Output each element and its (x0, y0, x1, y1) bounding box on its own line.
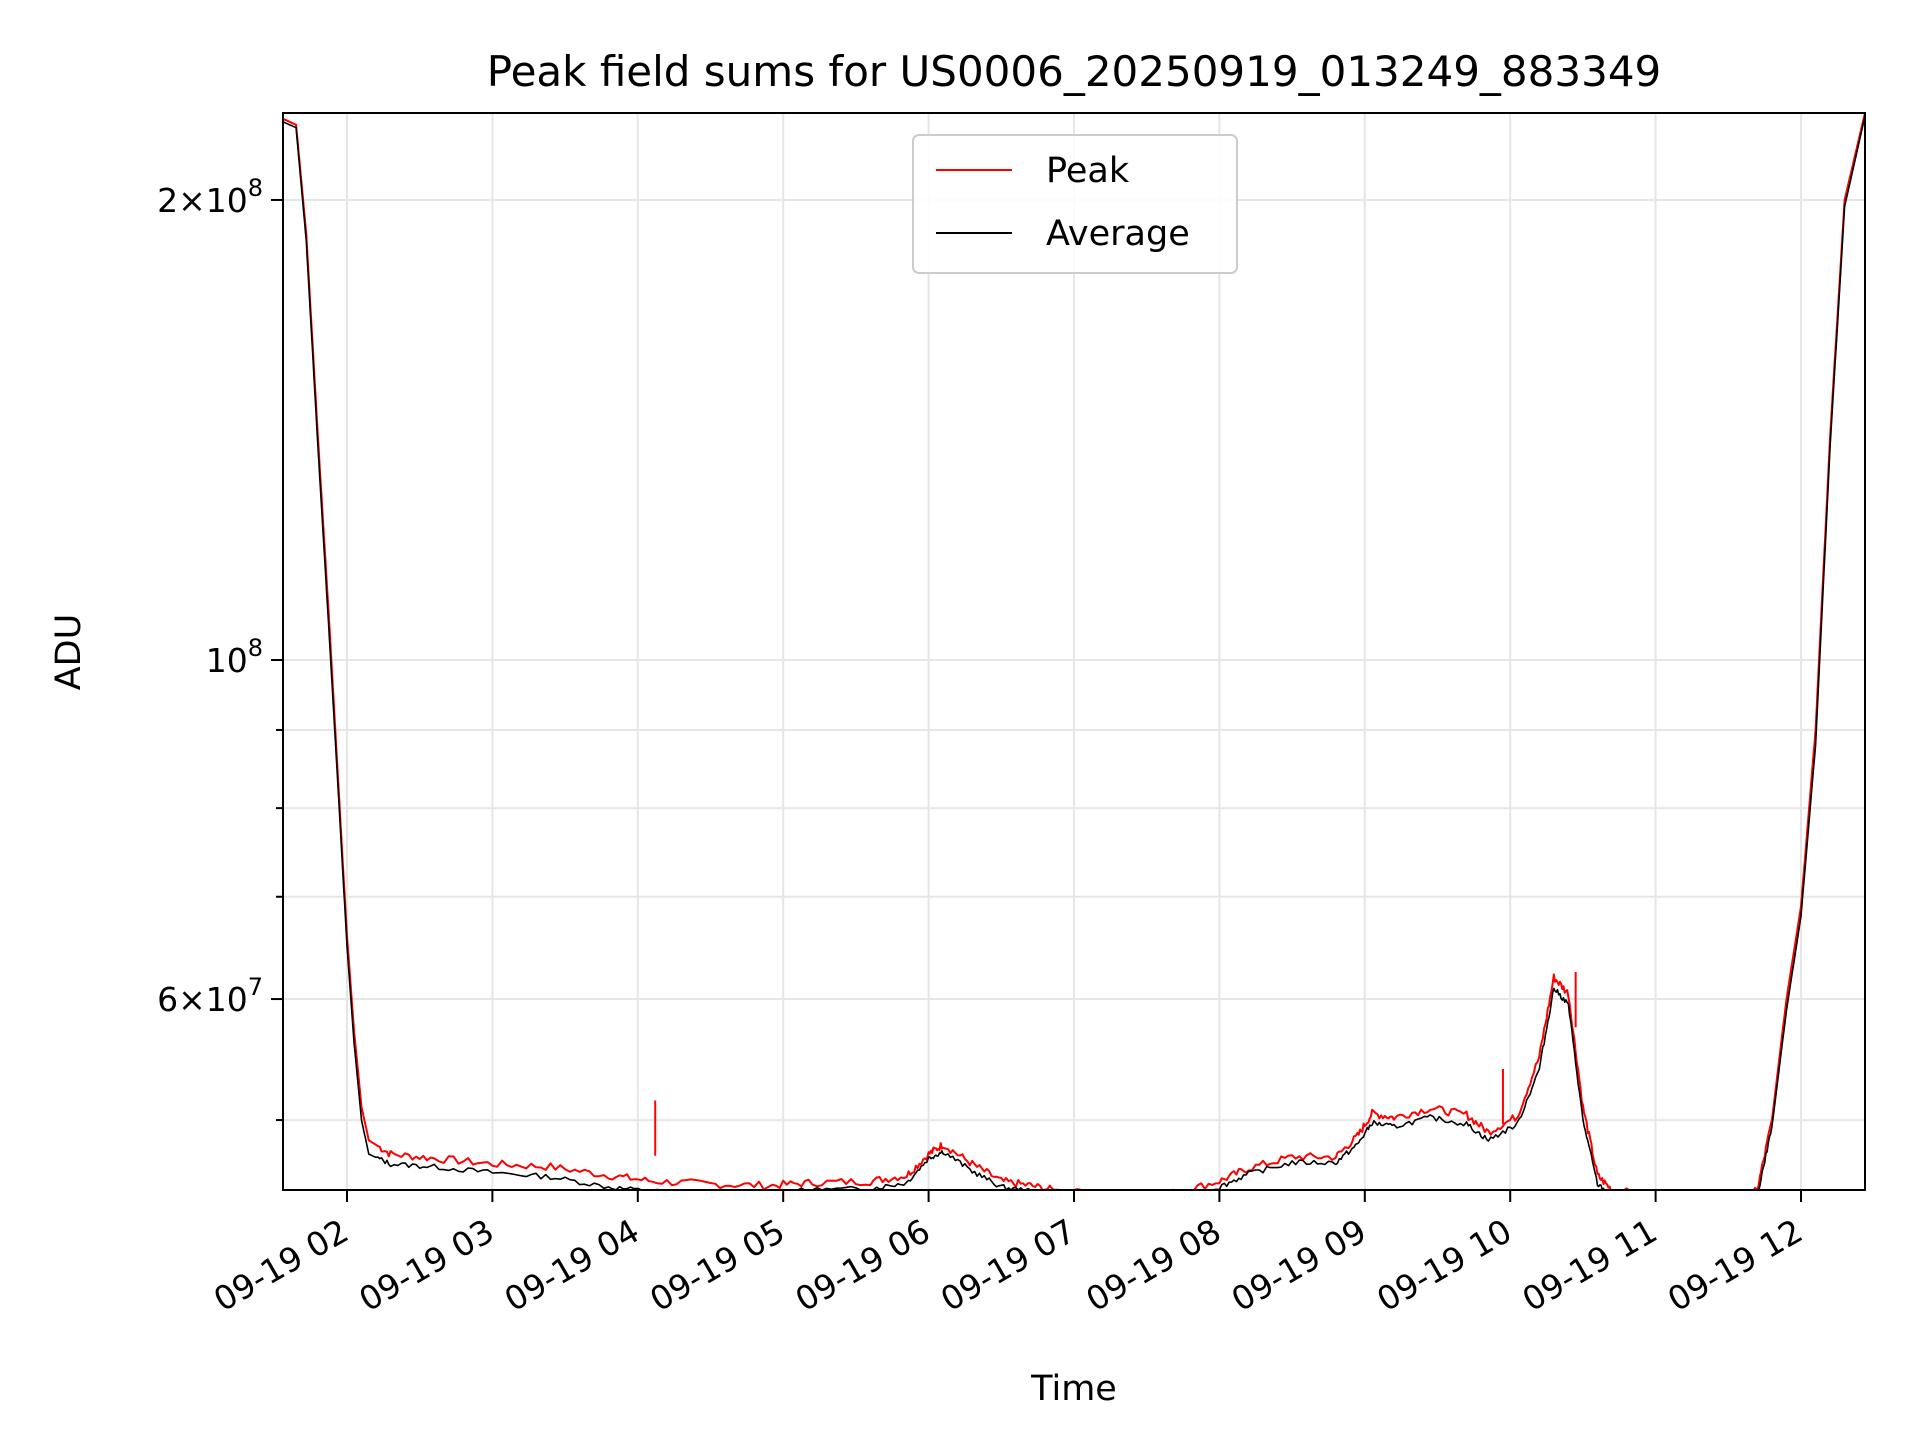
grid (283, 113, 1865, 1190)
legend-label-peak: Peak (1046, 151, 1130, 191)
legend-label-average: Average (1046, 214, 1190, 254)
x-tick-label: 09-19 09 (1225, 1211, 1373, 1319)
y-axis: 6×107 108 2×108 (157, 174, 283, 1122)
x-tick-label: 09-19 03 (352, 1211, 500, 1319)
y-tick-label: 2×108 (157, 174, 263, 220)
x-tick-label: 09-19 04 (498, 1211, 646, 1319)
x-tick-label: 09-19 11 (1516, 1211, 1664, 1319)
y-tick-label: 6×107 (157, 973, 263, 1019)
chart-title: Peak field sums for US0006_20250919_0132… (487, 47, 1662, 96)
x-tick-label: 09-19 07 (934, 1211, 1082, 1319)
legend: Peak Average (912, 134, 1238, 274)
x-tick-label: 09-19 05 (643, 1211, 791, 1319)
y-axis-label: ADU (49, 614, 89, 691)
x-tick-label: 09-19 10 (1370, 1211, 1518, 1319)
x-tick-label: 09-19 12 (1661, 1211, 1809, 1319)
x-axis-label: Time (1030, 1369, 1117, 1409)
x-tick-label: 09-19 08 (1079, 1211, 1227, 1319)
x-tick-label: 09-19 02 (207, 1211, 355, 1319)
y-tick-label: 108 (206, 634, 263, 680)
x-tick-label: 09-19 06 (789, 1211, 937, 1319)
